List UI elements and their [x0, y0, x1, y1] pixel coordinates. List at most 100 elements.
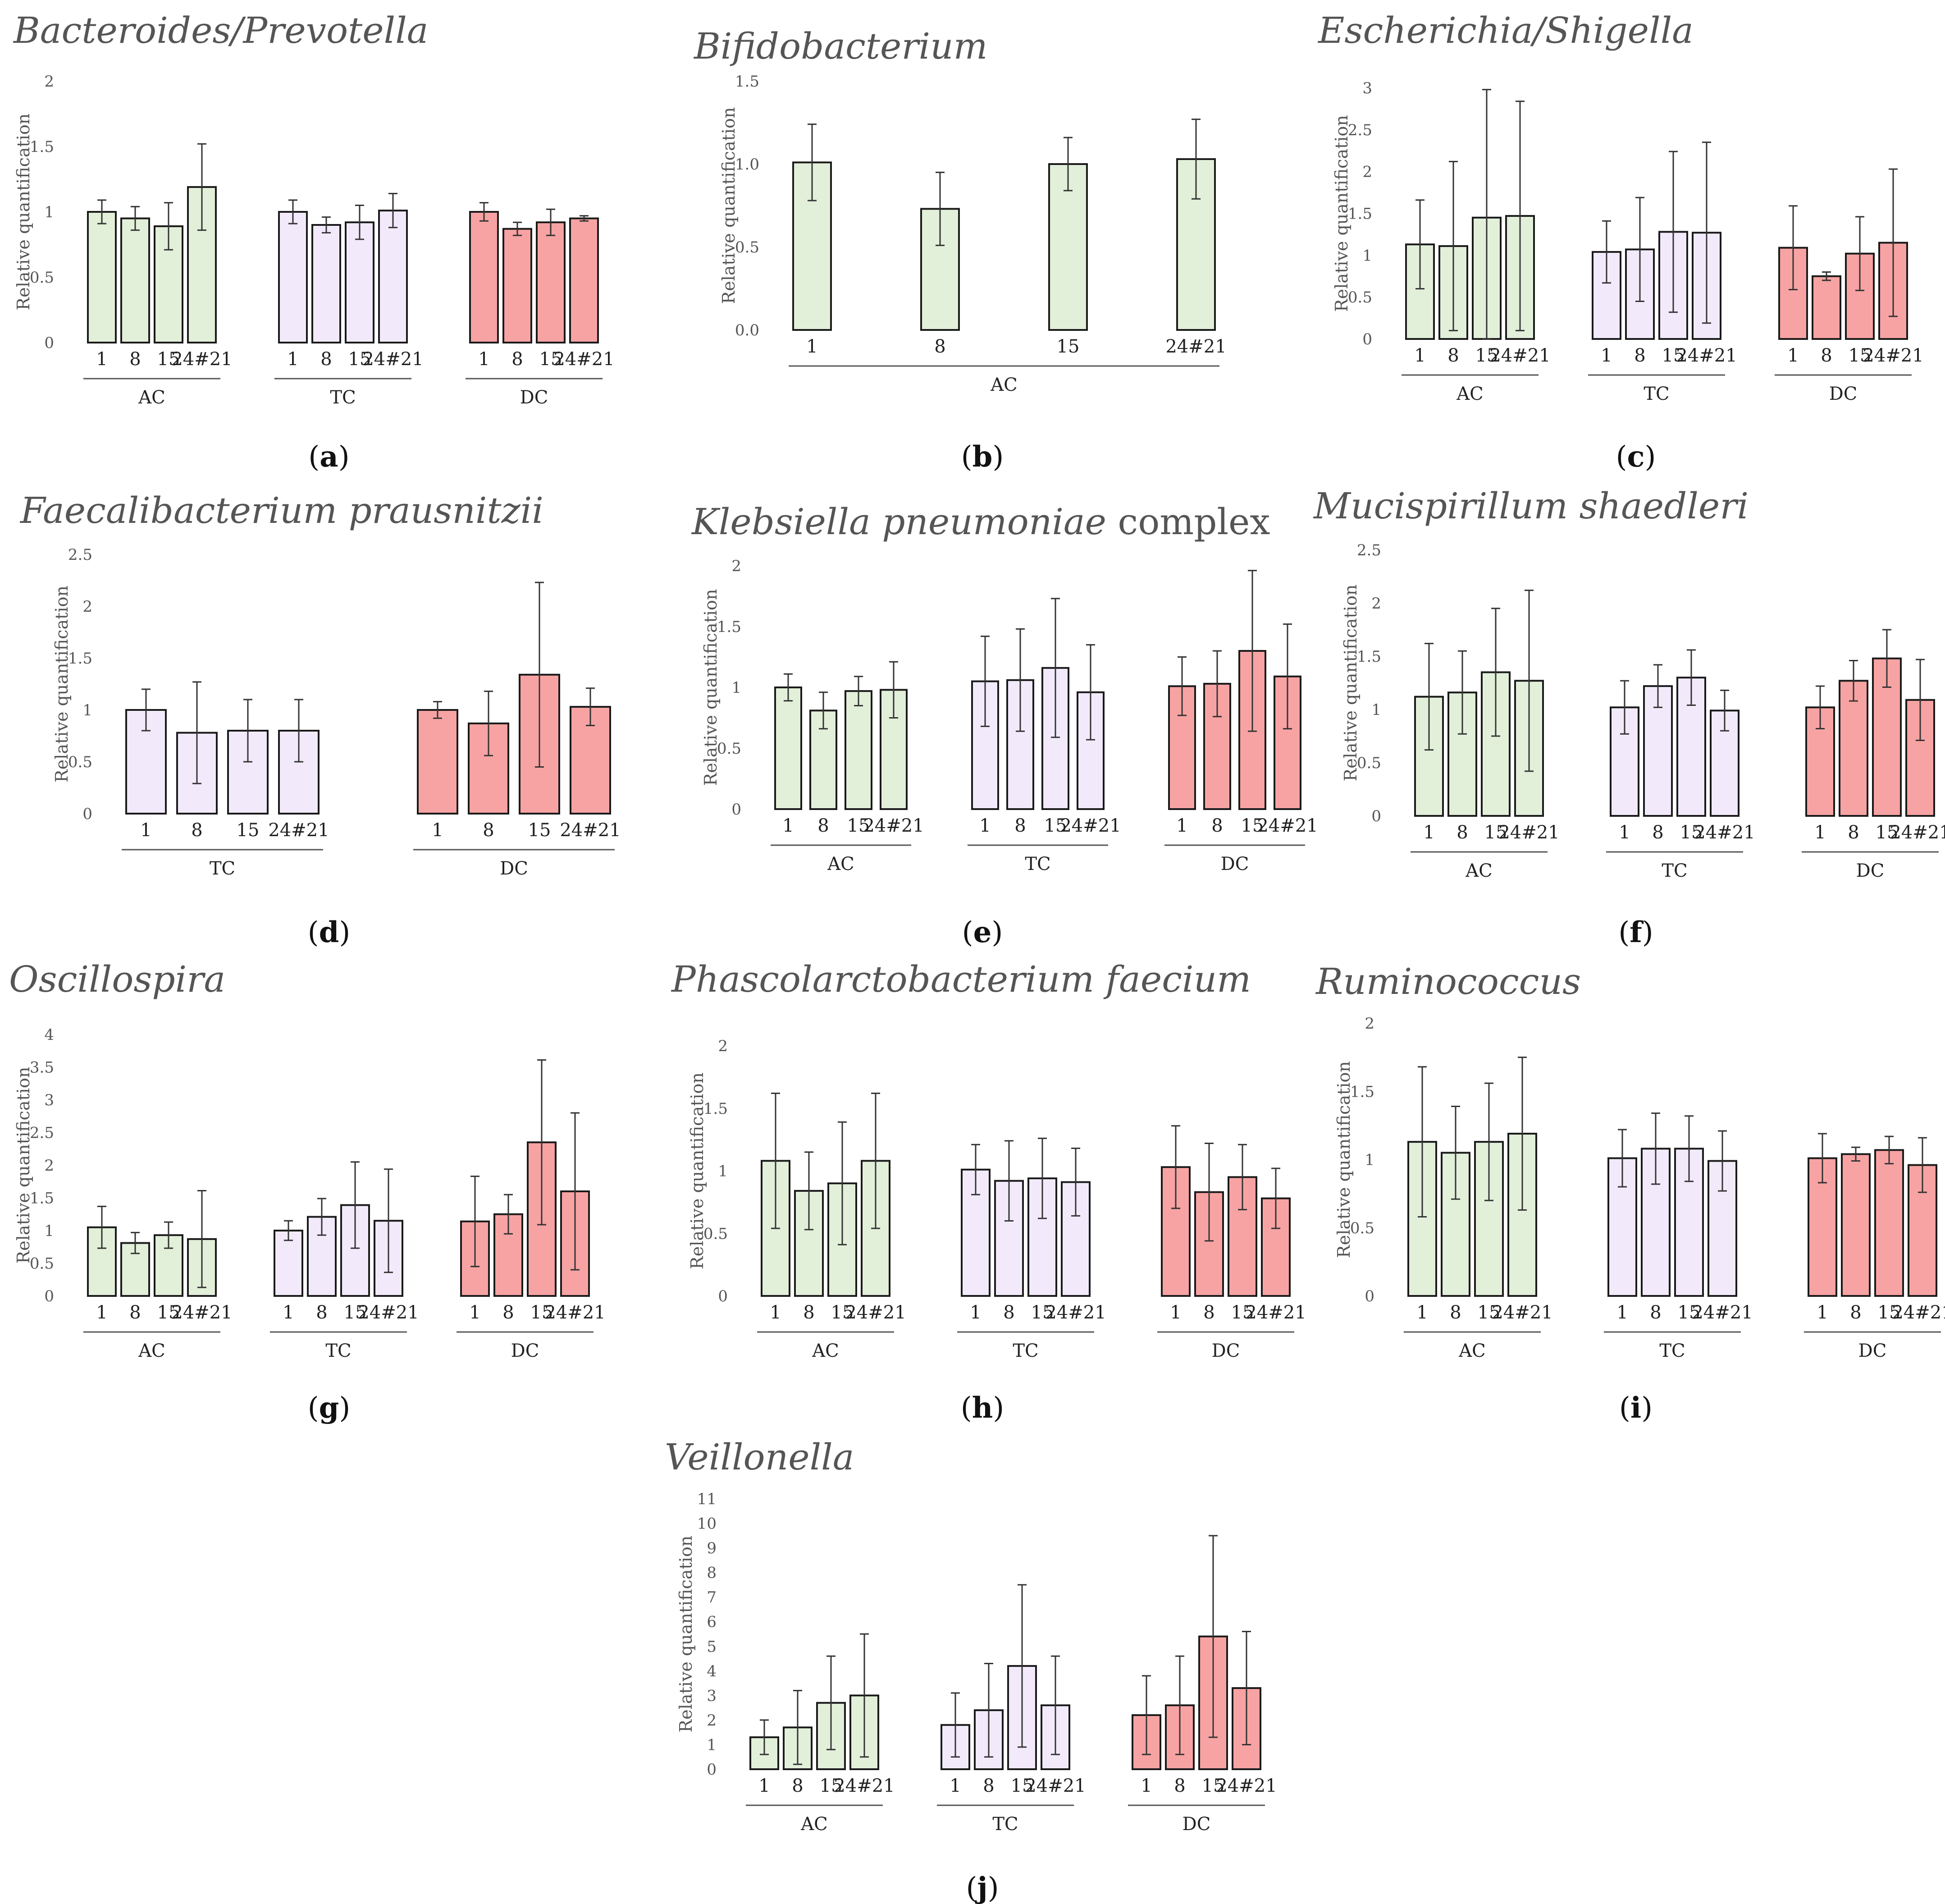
x-tick-label: 15: [1680, 822, 1703, 843]
x-tick-label: 8: [934, 336, 945, 357]
x-tick-label: 1: [96, 1302, 107, 1323]
x-tick-label: 1: [758, 1776, 770, 1796]
panel-letter-text: a: [320, 440, 338, 474]
x-tick-label: 15: [157, 349, 180, 370]
x-tick-label: 8: [1211, 815, 1223, 836]
panel-title: Klebsiella pneumoniae complex: [691, 501, 1270, 543]
y-tick-label: 3.5: [30, 1059, 54, 1077]
panel-letter-open: (: [308, 1391, 319, 1425]
x-tick-label: 24#21: [1694, 822, 1755, 843]
y-tick-label: 2: [731, 557, 741, 575]
panel-letter-text: i: [1630, 1391, 1641, 1425]
x-tick-label: 1: [1176, 815, 1187, 836]
panel-title-segment: Klebsiella pneumoniae: [691, 501, 1106, 543]
x-tick-label: 15: [344, 1302, 367, 1323]
x-tick-label: 1: [806, 336, 817, 357]
x-tick-label: 15: [157, 1302, 180, 1323]
panel-letter-open: (: [961, 1391, 972, 1425]
x-tick-label: 24#21: [1492, 1302, 1552, 1323]
x-tick-label: 24#21: [845, 1302, 906, 1323]
panel-title-segment: Faecalibacterium prausnitzii: [19, 490, 543, 531]
panel-title-segment: Bifidobacterium: [693, 25, 988, 67]
panel-letter: (d): [308, 915, 351, 949]
x-tick-label: 24#21: [560, 820, 621, 841]
bar: [1874, 1149, 1904, 1297]
x-tick-label: 24#21: [1045, 1302, 1106, 1323]
panel-letter-text: c: [1627, 440, 1645, 474]
panel-letter-open: (: [308, 440, 320, 474]
x-tick-label: 1: [1814, 822, 1826, 843]
y-tick-label: 1.5: [1350, 1083, 1374, 1101]
x-tick-label: 8: [1447, 345, 1459, 366]
y-tick-label: 11: [697, 1490, 717, 1508]
x-tick-label: 24#21: [358, 1302, 419, 1323]
panel-letter-text: e: [973, 915, 992, 949]
panel-title-segment: Bacteroides/Prevotella: [13, 9, 428, 51]
x-tick-label: 24#21: [268, 820, 329, 841]
y-tick-label: 0: [1371, 807, 1381, 825]
group-label: DC: [1829, 384, 1858, 404]
y-tick-label: 1: [1365, 1151, 1374, 1169]
panel-letter-close: ): [1644, 440, 1656, 474]
y-tick-label: 0.0: [735, 321, 759, 339]
panel-title: Bacteroides/Prevotella: [13, 9, 428, 51]
y-tick-label: 0.5: [735, 238, 759, 256]
group-label: AC: [138, 1341, 165, 1361]
y-tick-label: 1.5: [1357, 648, 1381, 666]
y-tick-label: 0.5: [30, 269, 54, 287]
panel-title: Faecalibacterium prausnitzii: [19, 490, 543, 531]
x-tick-label: 1: [1787, 345, 1799, 366]
bar: [794, 1190, 824, 1297]
group-label: DC: [1858, 1341, 1887, 1361]
y-tick-label: 9: [707, 1539, 717, 1557]
y-tick-label: 3: [707, 1687, 717, 1705]
group-label: TC: [1659, 1341, 1685, 1361]
panel-letter-close: ): [339, 1391, 350, 1425]
x-tick-label: 1: [432, 820, 443, 841]
bar: [774, 687, 802, 810]
group-label: TC: [1662, 860, 1687, 881]
panel-title: Oscillospira: [9, 958, 225, 1000]
x-tick-label: 15: [530, 1302, 553, 1323]
x-tick-label: 1: [96, 349, 107, 370]
group-label: DC: [520, 387, 548, 408]
x-tick-label: 1: [469, 1302, 480, 1323]
panel-e: Klebsiella pneumoniae complex 0 0.5 1 1.5 2 Re…: [691, 501, 1318, 949]
y-tick-label: 1.5: [717, 618, 741, 636]
x-tick-label: 8: [511, 349, 523, 370]
y-tick-label: 1: [718, 1163, 728, 1181]
y-axis-label: Relative quantification: [52, 586, 72, 783]
panel-title: Mucispirillum shaedleri: [1313, 485, 1749, 527]
panel-title-segment: Veillonella: [665, 1436, 854, 1478]
bar: [311, 224, 341, 343]
y-tick-label: 2: [1371, 595, 1381, 613]
x-tick-label: 8: [1014, 815, 1026, 836]
bar: [1805, 706, 1835, 817]
panel-letter: (f): [1618, 915, 1653, 949]
x-tick-label: 15: [1678, 1302, 1701, 1323]
panel-b: Bifidobacterium 0.0 0.5 1.0 1.5 Relative quan…: [693, 25, 1227, 474]
panel-h: Phascolarctobacterium faecium 0 0.5 1 1.5 2 Re…: [671, 958, 1306, 1425]
bar: [792, 161, 832, 331]
x-tick-label: 24#21: [834, 1776, 895, 1796]
y-tick-label: 1.5: [703, 1100, 728, 1118]
bar: [87, 211, 117, 343]
panel-title: Ruminococcus: [1315, 961, 1581, 1002]
group-label: TC: [210, 858, 235, 879]
x-tick-label: 8: [129, 349, 141, 370]
panel-i: Ruminococcus 0 0.5 1 1.5 2 Relative quantifica…: [1315, 961, 1945, 1425]
bar: [502, 228, 532, 344]
y-tick-label: 1.5: [30, 138, 54, 156]
y-tick-label: 1: [44, 203, 54, 221]
panel-letter-text: j: [975, 1871, 987, 1904]
panel-title: Bifidobacterium: [693, 25, 988, 67]
x-tick-label: 15: [348, 349, 371, 370]
panel-d: Faecalibacterium prausnitzii 0 0.5 1 1.5 2 2.5…: [19, 490, 621, 949]
